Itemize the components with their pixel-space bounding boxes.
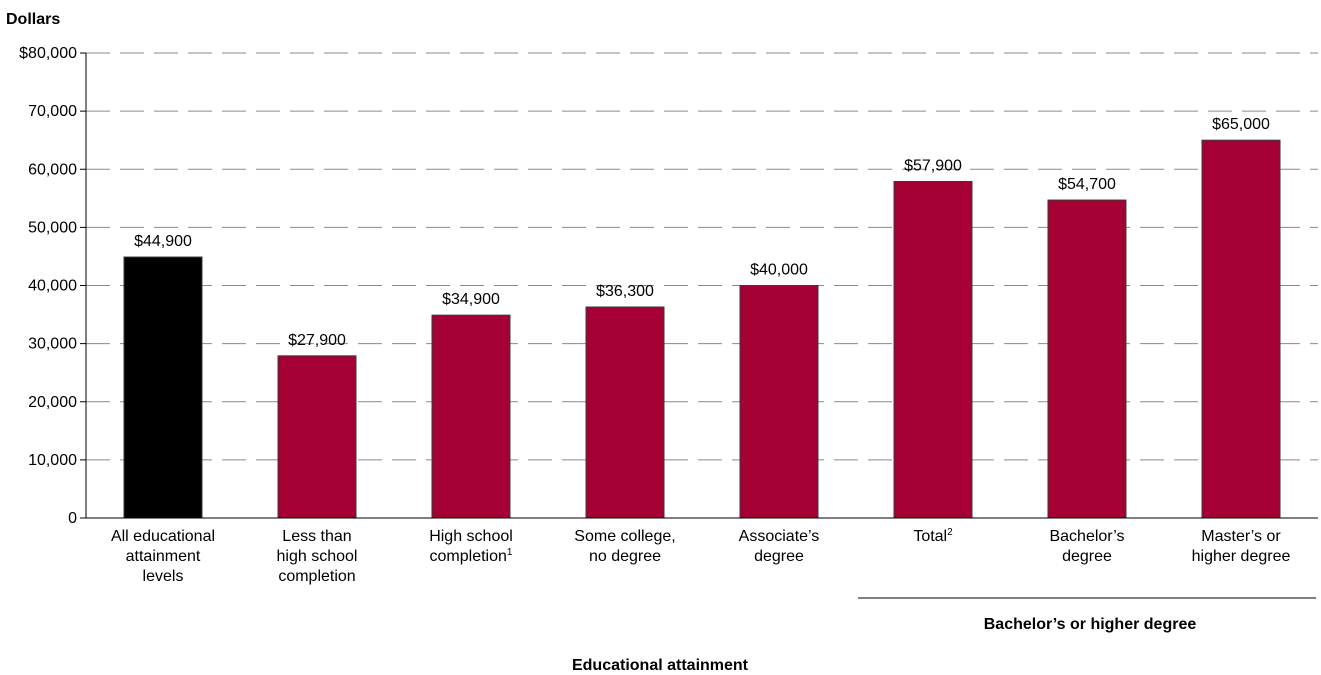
bar: [739, 285, 819, 519]
y-tick-label: $80,000: [19, 45, 77, 62]
x-category-label: Associate’s degree: [739, 528, 820, 565]
x-category-label: Total2: [913, 527, 953, 545]
bar-value-label: $27,900: [288, 332, 346, 349]
y-tick-label: 30,000: [28, 336, 77, 353]
bar-value-label: $34,900: [442, 291, 500, 308]
y-tick-label: 0: [68, 510, 77, 527]
y-tick-label: 10,000: [28, 452, 77, 469]
bar: [277, 355, 357, 519]
x-category-label: High school completion1: [429, 528, 513, 565]
bar: [1047, 199, 1127, 519]
bar-value-label: $44,900: [134, 233, 192, 250]
bar: [123, 256, 203, 519]
x-category-label: All educational attainment levels: [111, 528, 215, 585]
bar: [1201, 139, 1281, 519]
value-labels: $44,900 $27,900 $34,900 $36,300 $40,000 $57,9…: [134, 116, 1270, 349]
bars: [123, 139, 1281, 519]
y-tick-label: 60,000: [28, 161, 77, 178]
y-axis-title: Dollars: [6, 11, 60, 28]
y-tick-label: 50,000: [28, 219, 77, 236]
bar-value-label: $65,000: [1212, 116, 1270, 133]
bar-value-label: $57,900: [904, 157, 962, 174]
x-category-label: Master’s or higher degree: [1192, 528, 1291, 565]
x-axis-title: Educational attainment: [572, 657, 749, 674]
group-label: Bachelor’s or higher degree: [984, 616, 1197, 633]
bar-value-label: $36,300: [596, 283, 654, 300]
bar: [431, 314, 511, 519]
y-tick-label: 20,000: [28, 394, 77, 411]
x-category-label: Less than high school completion: [277, 528, 358, 585]
x-category-label: Bachelor’s degree: [1049, 528, 1124, 565]
gridlines: [86, 52, 1318, 461]
bar: [585, 306, 665, 519]
bar-value-label: $40,000: [750, 262, 808, 279]
x-category-label: Some college, no degree: [574, 528, 675, 565]
x-axis-category-labels: All educational attainment levels Less than…: [111, 527, 1291, 585]
y-tick-label: 70,000: [28, 103, 77, 120]
bar-value-label: $54,700: [1058, 176, 1116, 193]
y-tick-label: 40,000: [28, 278, 77, 295]
y-axis-ticks: 0 10,000 20,000 30,000 40,000 50,000 60,000 70,…: [19, 45, 86, 527]
bar: [893, 180, 973, 519]
